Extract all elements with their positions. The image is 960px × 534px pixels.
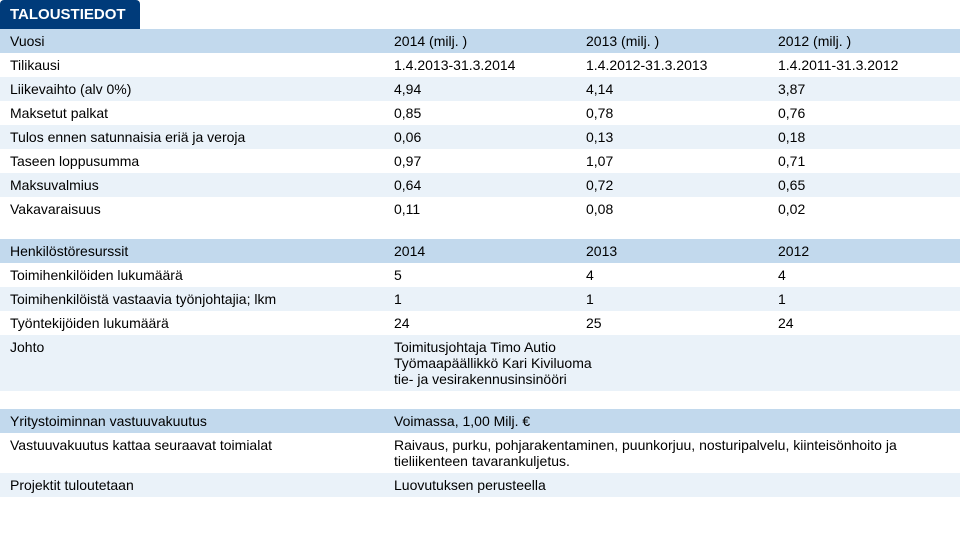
cell-value: 0,64 xyxy=(384,173,576,197)
cell-value: Raivaus, purku, pohjarakentaminen, puunk… xyxy=(384,433,960,473)
page-title: TALOUSTIEDOT xyxy=(0,0,140,29)
hr-header-c1: 2014 xyxy=(384,239,576,263)
cell-value: 0,11 xyxy=(384,197,576,221)
table-row: Vakavaraisuus 0,11 0,08 0,02 xyxy=(0,197,960,221)
cell-label: Työntekijöiden lukumäärä xyxy=(0,311,384,335)
cell-value: 0,71 xyxy=(768,149,960,173)
hr-table: Henkilöstöresurssit 2014 2013 2012 Toimi… xyxy=(0,239,960,391)
cell-label: Projektit tuloutetaan xyxy=(0,473,384,497)
cell-label: Taseen loppusumma xyxy=(0,149,384,173)
cell-label: Maksuvalmius xyxy=(0,173,384,197)
cell-value: 0,97 xyxy=(384,149,576,173)
cell-value: 0,78 xyxy=(576,101,768,125)
finance-table: Vuosi 2014 (milj. ) 2013 (milj. ) 2012 (… xyxy=(0,29,960,221)
finance-header-c2: 2013 (milj. ) xyxy=(576,29,768,53)
table-row: Vastuuvakuutus kattaa seuraavat toimiala… xyxy=(0,433,960,473)
cell-value: Voimassa, 1,00 Milj. € xyxy=(384,409,960,433)
hr-header-c3: 2012 xyxy=(768,239,960,263)
cell-value: 0,13 xyxy=(576,125,768,149)
cell-value: 1,07 xyxy=(576,149,768,173)
table-row: Toimihenkilöistä vastaavia työnjohtajia;… xyxy=(0,287,960,311)
cell-value: 0,08 xyxy=(576,197,768,221)
finance-header-c3: 2012 (milj. ) xyxy=(768,29,960,53)
table-row: Taseen loppusumma 0,97 1,07 0,71 xyxy=(0,149,960,173)
cell-label: Liikevaihto (alv 0%) xyxy=(0,77,384,101)
table-row: Tulos ennen satunnaisia eriä ja veroja 0… xyxy=(0,125,960,149)
cell-value: 0,02 xyxy=(768,197,960,221)
cell-label: Toimihenkilöiden lukumäärä xyxy=(0,263,384,287)
cell-value: 5 xyxy=(384,263,576,287)
finance-header-label: Vuosi xyxy=(0,29,384,53)
cell-value: 0,65 xyxy=(768,173,960,197)
finance-header-row: Vuosi 2014 (milj. ) 2013 (milj. ) 2012 (… xyxy=(0,29,960,53)
hr-header-label: Henkilöstöresurssit xyxy=(0,239,384,263)
cell-label: Vakavaraisuus xyxy=(0,197,384,221)
cell-value: 0,06 xyxy=(384,125,576,149)
table-row: Liikevaihto (alv 0%) 4,94 4,14 3,87 xyxy=(0,77,960,101)
cell-label: Vastuuvakuutus kattaa seuraavat toimiala… xyxy=(0,433,384,473)
cell-value: 0,76 xyxy=(768,101,960,125)
cell-value: 1 xyxy=(384,287,576,311)
cell-value: 1 xyxy=(576,287,768,311)
hr-header-c2: 2013 xyxy=(576,239,768,263)
cell-value: 4 xyxy=(768,263,960,287)
table-row: Johto Toimitusjohtaja Timo Autio Työmaap… xyxy=(0,335,960,391)
table-row: Projektit tuloutetaan Luovutuksen perust… xyxy=(0,473,960,497)
table-row: Maksuvalmius 0,64 0,72 0,65 xyxy=(0,173,960,197)
cell-label: Maksetut palkat xyxy=(0,101,384,125)
table-row: Maksetut palkat 0,85 0,78 0,76 xyxy=(0,101,960,125)
cell-label: Tilikausi xyxy=(0,53,384,77)
cell-value: 4 xyxy=(576,263,768,287)
hr-header-row: Henkilöstöresurssit 2014 2013 2012 xyxy=(0,239,960,263)
cell-value: 1.4.2011-31.3.2012 xyxy=(768,53,960,77)
cell-value: 1.4.2012-31.3.2013 xyxy=(576,53,768,77)
cell-label: Tulos ennen satunnaisia eriä ja veroja xyxy=(0,125,384,149)
cell-value: 0,72 xyxy=(576,173,768,197)
cell-value: 24 xyxy=(384,311,576,335)
cell-label: Yritystoiminnan vastuuvakuutus xyxy=(0,409,384,433)
cell-value: 4,94 xyxy=(384,77,576,101)
cell-label: Toimihenkilöistä vastaavia työnjohtajia;… xyxy=(0,287,384,311)
table-row: Työntekijöiden lukumäärä 24 25 24 xyxy=(0,311,960,335)
cell-value: 0,85 xyxy=(384,101,576,125)
cell-value: 1.4.2013-31.3.2014 xyxy=(384,53,576,77)
table-row: Tilikausi 1.4.2013-31.3.2014 1.4.2012-31… xyxy=(0,53,960,77)
cell-value: 24 xyxy=(768,311,960,335)
cell-value: 3,87 xyxy=(768,77,960,101)
cell-label: Johto xyxy=(0,335,384,391)
info-table: Yritystoiminnan vastuuvakuutus Voimassa,… xyxy=(0,409,960,497)
cell-value: 25 xyxy=(576,311,768,335)
cell-value: 4,14 xyxy=(576,77,768,101)
cell-value: Luovutuksen perusteella xyxy=(384,473,960,497)
cell-value: 1 xyxy=(768,287,960,311)
table-row: Toimihenkilöiden lukumäärä 5 4 4 xyxy=(0,263,960,287)
table-row: Yritystoiminnan vastuuvakuutus Voimassa,… xyxy=(0,409,960,433)
cell-value: 0,18 xyxy=(768,125,960,149)
finance-header-c1: 2014 (milj. ) xyxy=(384,29,576,53)
cell-value-johto: Toimitusjohtaja Timo Autio Työmaapäällik… xyxy=(384,335,960,391)
